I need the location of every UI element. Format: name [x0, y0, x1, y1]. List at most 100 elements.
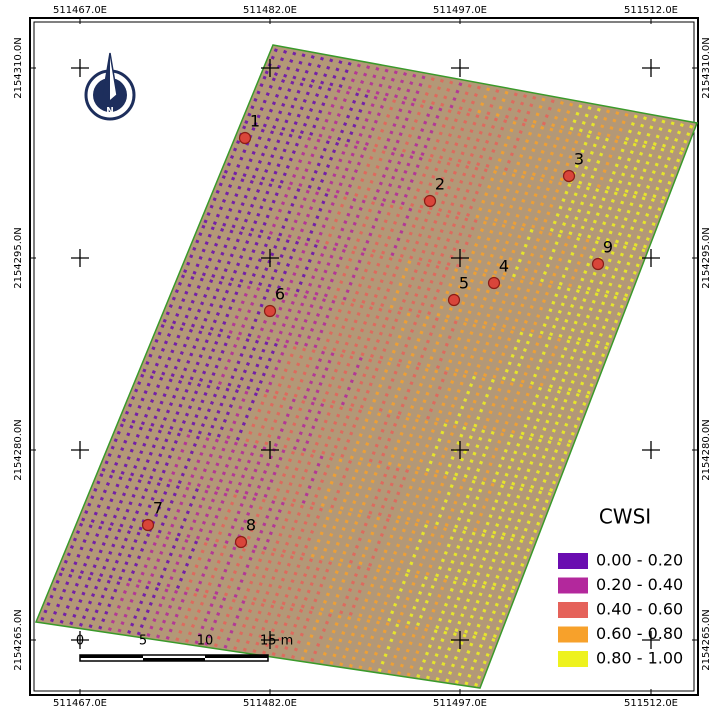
crop-row-segment [341, 252, 365, 303]
crop-row-segment [332, 250, 356, 301]
crop-row-segment [446, 165, 470, 216]
crop-row-segment [280, 608, 304, 660]
crop-row-segment [567, 238, 590, 289]
crop-row-segment [305, 192, 329, 244]
crop-row-segment [540, 129, 563, 180]
crop-row-segment [281, 504, 304, 556]
crop-row-segment [194, 543, 218, 595]
crop-row-segment [539, 389, 561, 440]
crop-row-segment [548, 287, 571, 338]
north-label: N [106, 107, 114, 117]
crop-row-segment [262, 501, 285, 553]
crop-row-segment [272, 450, 296, 502]
crop-row-segment [184, 541, 208, 593]
y-coordinate-label: 2154310.0N [13, 37, 24, 99]
crop-row-segment [229, 232, 253, 284]
crop-row-segment [539, 181, 563, 232]
crop-row-segment [127, 533, 151, 584]
north-arrow: N [84, 52, 136, 121]
crop-row-segment [320, 458, 343, 509]
crop-row-segment [249, 183, 273, 234]
crop-row-segment [330, 407, 353, 459]
crop-row-segment [539, 441, 561, 492]
crop-row-segment [200, 227, 225, 279]
crop-row-segment [195, 438, 219, 490]
crop-row-segment [203, 597, 227, 648]
crop-row-segment [367, 621, 390, 673]
crop-row-segment [463, 584, 486, 635]
crop-row-segment [258, 184, 282, 236]
crop-row-segment [642, 147, 665, 198]
crop-row-segment [511, 540, 533, 591]
crop-row-segment [182, 224, 206, 276]
crop-row-segment [447, 112, 471, 163]
crop-row-segment [503, 122, 526, 173]
crop-row-segment [474, 169, 498, 221]
crop-row-segment [435, 268, 459, 319]
crop-row-segment [233, 497, 257, 548]
grid-cross [71, 631, 89, 649]
crop-row-segment [342, 199, 366, 251]
crop-row-segment [217, 336, 241, 388]
crop-row-segment [559, 132, 582, 183]
crop-row-segment [155, 589, 179, 641]
y-coordinate-label: 2154295.0N [13, 227, 24, 289]
crop-row-segment [359, 360, 382, 411]
crop-row-segment [336, 92, 360, 144]
crop-row-segment [278, 135, 302, 187]
crop-row-segment [456, 114, 480, 165]
crop-row-segment [368, 361, 392, 412]
crop-row-segment [294, 244, 318, 295]
crop-row-segment [368, 413, 391, 465]
crop-row-segment [348, 619, 371, 670]
crop-row-segment [148, 431, 172, 482]
crop-row-segment [136, 534, 160, 586]
crop-row-segment [530, 179, 553, 231]
crop-row-segment [428, 161, 451, 213]
crop-row-segment [429, 109, 452, 160]
crop-row-segment [276, 240, 300, 292]
crop-row-segment [614, 194, 637, 245]
grid-crosses [71, 59, 660, 649]
crop-row-segment [426, 266, 449, 317]
crop-row-segment [338, 617, 361, 668]
crop-row-segment [680, 102, 697, 153]
grid-cross [261, 59, 279, 77]
crop-row-segment [300, 455, 324, 506]
crop-row-segment [358, 412, 382, 463]
scale-label: 10 [197, 634, 214, 649]
sample-points: 1 2 3 4 5 6 7 8 9 [141, 112, 613, 549]
crop-row-segment [389, 207, 413, 259]
crop-row-segment [436, 215, 459, 267]
crop-row-segment [401, 104, 424, 155]
crop-row-segment [409, 158, 433, 209]
crop-row-segment [199, 280, 223, 332]
crop-row-segment [425, 423, 448, 474]
crop-row-segment [350, 306, 374, 357]
crop-row-segment [205, 440, 229, 491]
crop-row-segment [349, 410, 372, 462]
legend-label: 0.80 - 1.00 [596, 649, 683, 668]
crop-row-segment [301, 403, 325, 454]
crop-row-segment [377, 467, 400, 518]
crop-row-segment [345, 94, 369, 145]
sample-point [263, 304, 277, 318]
crop-row-segment [415, 473, 438, 524]
crop-row-segment [435, 320, 458, 371]
crop-row-segment [156, 485, 180, 536]
crop-row-segment [139, 376, 164, 428]
crop-row-segment [331, 302, 355, 354]
crop-row-segment [501, 383, 524, 434]
crop-row-segment [396, 626, 419, 677]
crop-row-segment [391, 102, 415, 153]
crop-row-segment [254, 342, 278, 394]
crop-row-segment [234, 444, 257, 496]
crop-row-segment [387, 364, 410, 416]
crop-row-segment [557, 341, 580, 391]
crop-row-segment [406, 627, 429, 678]
crop-row-segment [349, 358, 373, 409]
sample-point [562, 169, 576, 183]
crop-row-segment [319, 562, 342, 613]
crop-row-segment [293, 296, 317, 348]
grid-cross [71, 249, 89, 267]
